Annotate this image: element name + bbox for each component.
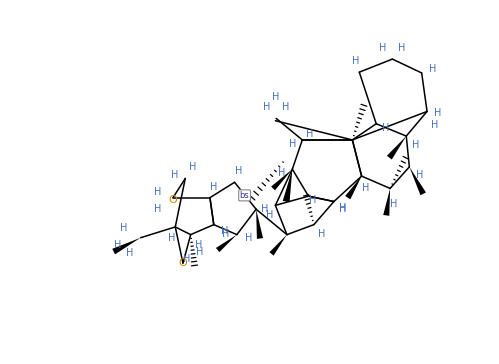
Text: H: H bbox=[362, 183, 369, 193]
Text: H: H bbox=[120, 223, 127, 233]
Text: H: H bbox=[195, 240, 202, 250]
Text: H: H bbox=[183, 254, 191, 264]
Text: O: O bbox=[169, 195, 177, 205]
Text: H: H bbox=[222, 229, 229, 239]
Text: H: H bbox=[171, 170, 178, 179]
Polygon shape bbox=[256, 209, 263, 239]
Text: H: H bbox=[282, 102, 289, 112]
Text: H: H bbox=[221, 226, 228, 236]
Text: H: H bbox=[412, 140, 419, 150]
Text: H: H bbox=[431, 120, 439, 130]
Text: H: H bbox=[154, 204, 161, 214]
Text: H: H bbox=[339, 203, 347, 213]
Text: H: H bbox=[379, 43, 387, 53]
Text: H: H bbox=[196, 246, 204, 257]
Text: H: H bbox=[318, 229, 325, 239]
Text: H: H bbox=[154, 186, 161, 197]
Text: H: H bbox=[429, 64, 436, 74]
Text: H: H bbox=[339, 204, 347, 214]
Text: H: H bbox=[398, 43, 405, 53]
Text: H: H bbox=[434, 108, 442, 118]
Text: H: H bbox=[272, 92, 280, 102]
Text: H: H bbox=[114, 240, 121, 250]
Text: H: H bbox=[289, 139, 297, 149]
Text: H: H bbox=[263, 102, 270, 112]
Polygon shape bbox=[345, 176, 362, 199]
Polygon shape bbox=[112, 238, 141, 254]
Text: H: H bbox=[266, 210, 273, 220]
Text: H: H bbox=[309, 195, 316, 205]
Text: H: H bbox=[306, 129, 314, 139]
Text: H: H bbox=[417, 170, 424, 179]
Text: bs: bs bbox=[240, 191, 250, 200]
Text: O: O bbox=[179, 258, 187, 268]
Text: H: H bbox=[168, 233, 175, 243]
Text: H: H bbox=[210, 182, 218, 192]
Polygon shape bbox=[216, 235, 237, 252]
Polygon shape bbox=[271, 169, 292, 190]
Text: H: H bbox=[235, 166, 242, 176]
Polygon shape bbox=[283, 169, 292, 202]
Polygon shape bbox=[269, 235, 287, 256]
Text: H: H bbox=[261, 204, 268, 214]
Text: H: H bbox=[382, 123, 389, 132]
Polygon shape bbox=[409, 167, 426, 195]
Text: H: H bbox=[278, 168, 285, 178]
Text: H: H bbox=[352, 56, 359, 66]
Polygon shape bbox=[383, 189, 390, 216]
Text: H: H bbox=[189, 162, 197, 172]
Text: H: H bbox=[390, 199, 398, 209]
Text: H: H bbox=[126, 248, 134, 258]
Text: H: H bbox=[245, 233, 252, 244]
Polygon shape bbox=[387, 136, 406, 159]
